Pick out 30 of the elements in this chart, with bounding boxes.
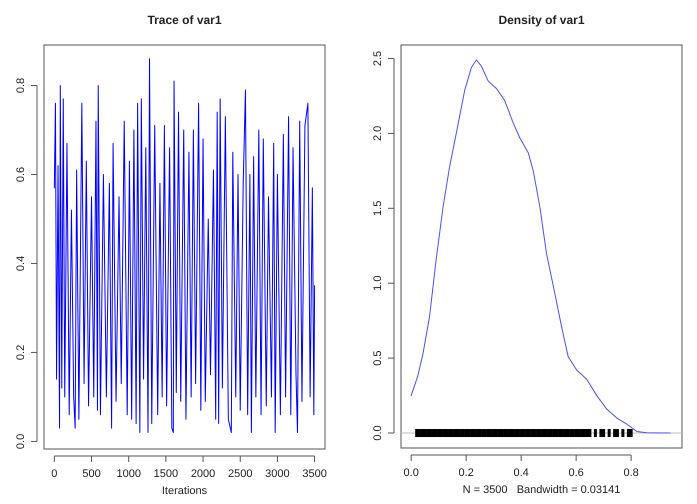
chart-title: Density of var1 (498, 13, 585, 27)
x-tick-label: 3000 (265, 468, 290, 480)
y-tick-label: 2.0 (372, 126, 384, 142)
x-tick-label: 500 (82, 468, 101, 480)
x-tick-label: 0.6 (568, 467, 584, 480)
line-series (410, 59, 671, 434)
x-tick-label: 2500 (228, 468, 252, 480)
y-tick-label: 0.4 (14, 256, 27, 272)
x-tick-label: 1000 (116, 468, 141, 480)
x-tick-label: 2000 (190, 468, 216, 480)
chart-title: Trace of var1 (147, 13, 222, 27)
y-tick-label: 0.5 (372, 350, 384, 366)
line-series (54, 58, 316, 434)
x-axis-title: Iterations (162, 485, 208, 497)
x-axis-title: N = 3500 Bandwidth = 0.03141 (462, 484, 620, 496)
x-tick-label: 0.8 (623, 467, 639, 480)
y-tick-label: 2.5 (372, 50, 384, 66)
y-tick-label: 1.5 (372, 200, 384, 216)
y-tick-label: 0.0 (372, 425, 384, 441)
y-tick-label: 0.6 (14, 166, 27, 182)
y-tick-label: 1.0 (372, 276, 384, 291)
x-tick-label: 0.4 (514, 467, 529, 480)
x-tick-label: 0.0 (404, 467, 419, 480)
x-tick-label: 3500 (302, 468, 327, 480)
y-tick-label: 0.8 (14, 78, 27, 94)
x-tick-label: 0 (51, 468, 58, 480)
x-tick-label: 0.2 (458, 467, 474, 480)
x-tick-label: 1500 (154, 468, 178, 480)
y-tick-label: 0.2 (14, 344, 27, 360)
y-tick-label: 0.0 (14, 434, 27, 450)
